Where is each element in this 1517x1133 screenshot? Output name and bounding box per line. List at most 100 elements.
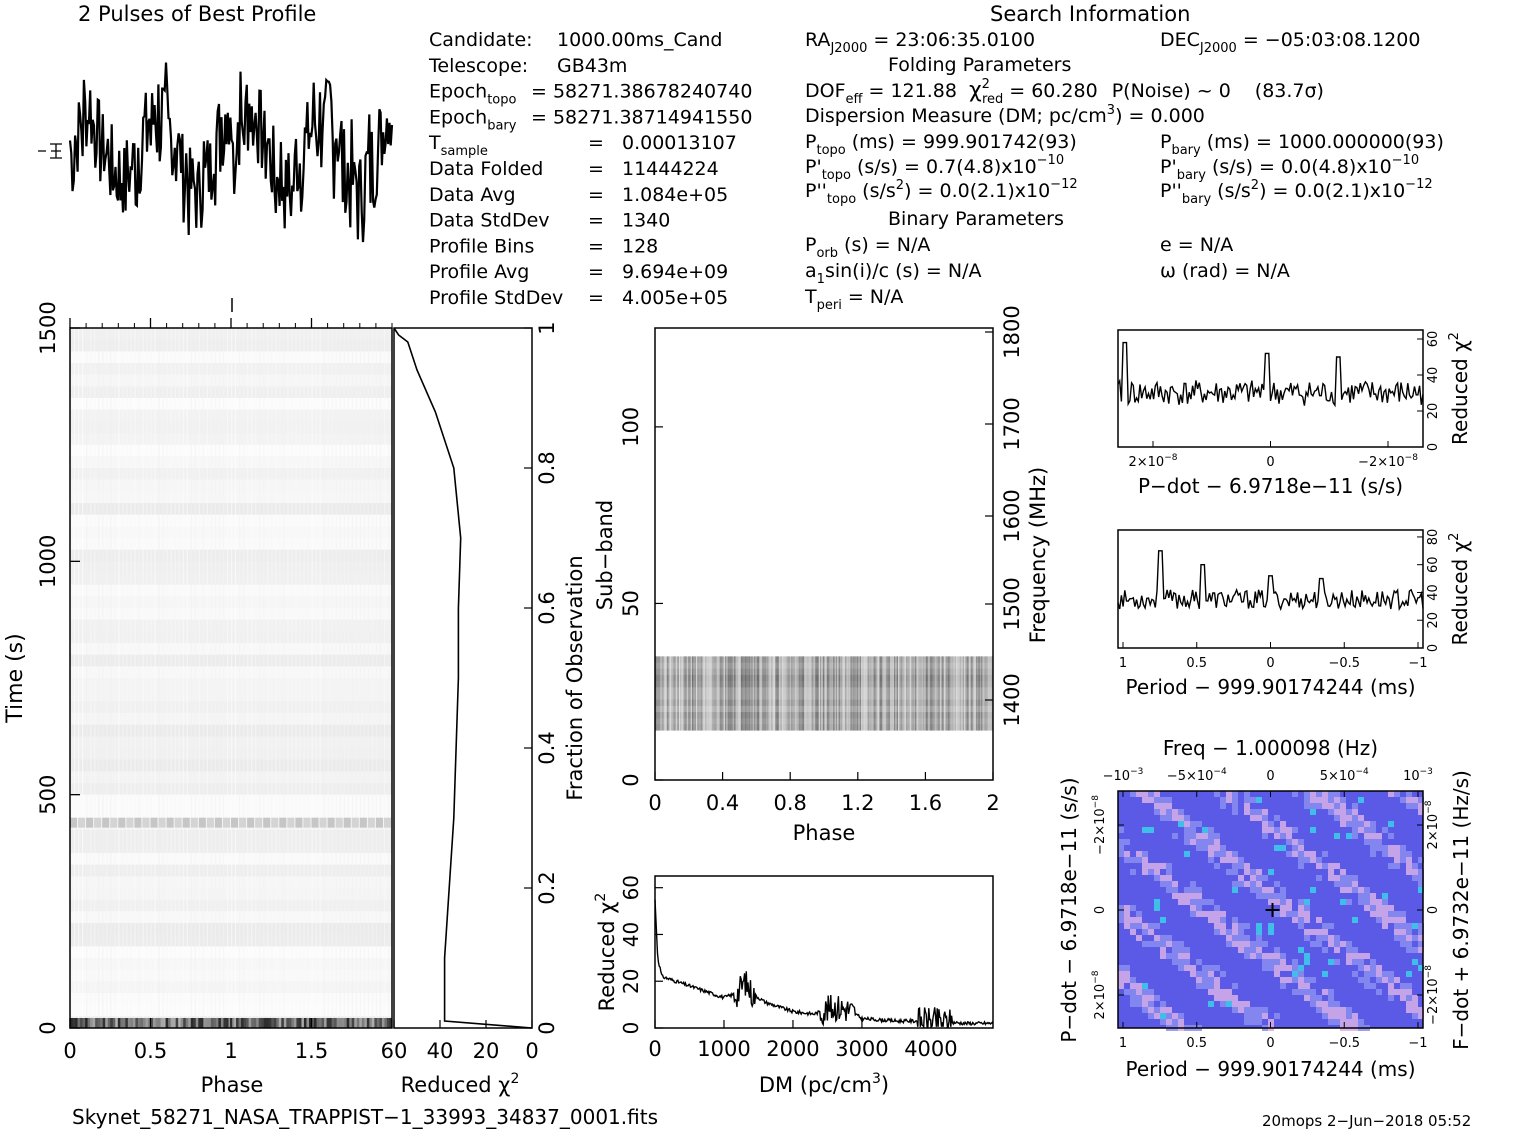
subband-col <box>702 656 705 731</box>
pddot-bary-line: P''bary (s/s2) = 0.0(2.1)x10−12 <box>1160 177 1433 207</box>
map-cell <box>1280 905 1286 911</box>
time-phase-plot: 0 0.5 1 1.5 0 500 1000 1500 Phase Time (s) <box>3 301 393 1097</box>
heatmap-bottom-cell <box>135 1018 139 1028</box>
subband-col <box>738 656 740 731</box>
heatmap-band <box>383 817 391 828</box>
map-cell <box>1280 911 1286 917</box>
map-cell <box>1262 965 1268 971</box>
subband-col <box>750 656 752 731</box>
subband-row <box>655 699 993 706</box>
subband-col <box>843 656 846 731</box>
heatmap-bottom-cell <box>213 1018 217 1028</box>
x-tick-label: −2×10−8 <box>1358 453 1418 470</box>
heatmap-bottom-cell <box>117 1018 121 1028</box>
heatmap-col <box>102 328 104 1028</box>
heatmap-col <box>114 328 116 1028</box>
map-cell <box>1370 893 1376 899</box>
map-cell <box>1250 881 1256 887</box>
map-cell <box>1340 899 1346 905</box>
y-tick-label: −2×10−8 <box>1091 795 1108 855</box>
x-tick-label: 0 <box>63 1039 76 1063</box>
map-cell <box>1310 929 1316 935</box>
subband-col <box>718 656 720 731</box>
x2-tick-label: −10−3 <box>1103 767 1144 784</box>
heatmap-col <box>367 328 370 1028</box>
map-cell <box>1358 965 1364 971</box>
subband-col <box>784 656 787 731</box>
x-tick-label: 3000 <box>835 1037 888 1061</box>
map-cell <box>1286 965 1292 971</box>
heatmap-bottom-cell <box>188 1018 192 1028</box>
y-tick-label: 0 <box>535 1021 559 1034</box>
x-tick-label: 0 <box>648 1037 661 1061</box>
map-cell <box>1256 923 1262 929</box>
map-cell <box>1406 971 1412 977</box>
x2-tick-label: 0 <box>1266 769 1274 784</box>
subband-col <box>911 656 913 731</box>
map-cell <box>1364 983 1370 989</box>
map-cell <box>1304 977 1310 983</box>
x-tick-label: 2 <box>986 791 999 815</box>
map-cell <box>1304 851 1310 857</box>
map-cell <box>1382 827 1388 833</box>
heatmap-col <box>363 328 366 1028</box>
map-cell <box>1118 839 1124 845</box>
x-axis-label: Phase <box>793 821 856 845</box>
map-cell <box>1298 917 1304 923</box>
map-cell <box>1190 827 1196 833</box>
info-label: Telescope: <box>428 55 528 77</box>
map-cell <box>1292 917 1298 923</box>
y-tick-label: 0.4 <box>535 731 559 764</box>
y-tick-label: 20 <box>1426 403 1441 420</box>
map-cell <box>1406 941 1412 947</box>
map-cell <box>1274 1013 1280 1019</box>
map-cell <box>1220 851 1226 857</box>
map-cell <box>1244 863 1250 869</box>
heatmap-col <box>339 328 341 1028</box>
heatmap-bottom-cell <box>238 1018 242 1028</box>
map-cell <box>1418 887 1424 893</box>
subband-col <box>818 656 821 731</box>
subband-col <box>686 656 689 731</box>
map-cell <box>1202 833 1208 839</box>
subband-col <box>884 656 887 731</box>
heatmap-bottom-cell <box>324 1018 327 1028</box>
map-cell <box>1274 833 1280 839</box>
map-cell <box>1340 941 1346 947</box>
map-cell <box>1214 917 1220 923</box>
heatmap-col <box>170 328 172 1028</box>
heatmap-bottom-cell <box>220 1018 224 1028</box>
y-axis-label: Fraction of Observation <box>563 555 587 800</box>
heatmap-bottom-cell <box>263 1018 267 1028</box>
subband-col <box>796 656 798 731</box>
info-label-sub: topo <box>487 93 516 108</box>
map-cell <box>1406 923 1412 929</box>
map-cell <box>1262 809 1268 815</box>
map-cell <box>1166 863 1172 869</box>
map-cell <box>1118 911 1124 917</box>
map-cell <box>1130 995 1136 1001</box>
map-cell <box>1178 941 1184 947</box>
x-tick-label: 1.6 <box>909 791 942 815</box>
subband-col <box>689 656 691 731</box>
map-cell <box>1220 923 1226 929</box>
map-cell <box>1268 923 1274 929</box>
subband-row <box>655 662 993 669</box>
map-cell <box>1130 983 1136 989</box>
map-cell <box>1328 935 1334 941</box>
map-cell <box>1148 989 1154 995</box>
map-cell <box>1304 989 1310 995</box>
map-cell <box>1166 809 1172 815</box>
heatmap-col <box>263 328 265 1028</box>
heatmap-bottom-cell <box>125 1018 129 1028</box>
map-cell <box>1214 839 1220 845</box>
map-cell <box>1334 1019 1340 1025</box>
map-cell <box>1394 911 1400 917</box>
map-cell <box>1208 911 1214 917</box>
map-cell <box>1262 821 1268 827</box>
map-cell <box>1394 851 1400 857</box>
map-cell <box>1196 887 1202 893</box>
map-cell <box>1130 989 1136 995</box>
map-cell <box>1160 947 1166 953</box>
subband-col <box>825 656 827 731</box>
